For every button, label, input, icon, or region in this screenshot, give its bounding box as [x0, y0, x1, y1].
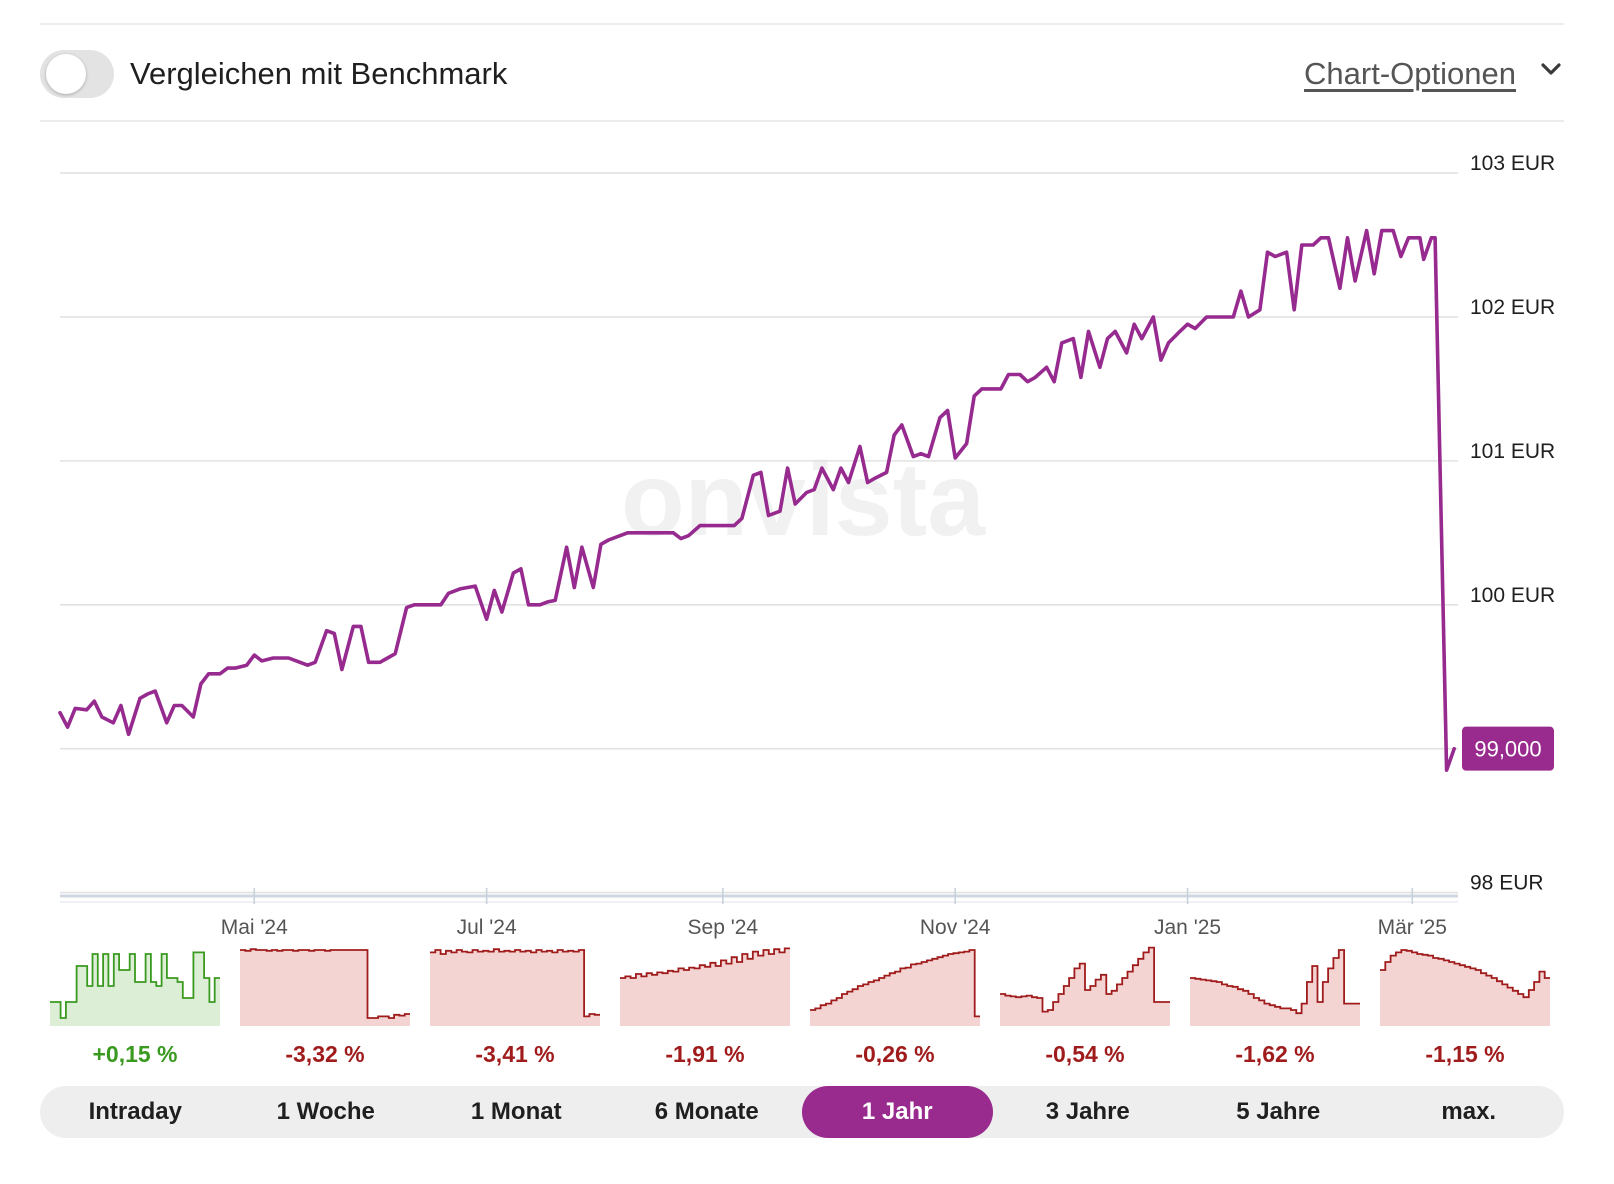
x-tick-label: Nov '24	[920, 916, 991, 939]
sparkline-4[interactable]: -1,91 %	[620, 947, 790, 1067]
benchmark-toggle[interactable]	[40, 50, 114, 98]
sparkline-1[interactable]: +0,15 %	[50, 951, 220, 1067]
period-change-label: +0,15 %	[92, 1041, 177, 1067]
period-change-label: -0,26 %	[855, 1041, 934, 1067]
sparkline-area	[810, 950, 980, 1026]
x-tick-label: Sep '24	[688, 916, 759, 939]
period-change-label: -3,41 %	[475, 1041, 554, 1067]
sparkline-area	[1380, 950, 1550, 1026]
chart-options-button[interactable]: Chart-Optionen	[1304, 54, 1564, 94]
sparkline-line	[620, 947, 790, 979]
chevron-down-icon	[1541, 63, 1561, 75]
sparkline-6[interactable]: -0,54 %	[1000, 946, 1170, 1067]
y-tick-label: 101 EUR	[1470, 440, 1555, 463]
sparkline-3[interactable]: -3,41 %	[430, 948, 600, 1067]
x-tick-label: Mär '25	[1378, 916, 1447, 939]
sparkline-area	[240, 949, 410, 1026]
period-button[interactable]: 1 Jahr	[802, 1086, 993, 1138]
top-divider	[40, 23, 1564, 25]
period-button[interactable]: 6 Monate	[654, 1098, 759, 1125]
period-button[interactable]: Intraday	[88, 1098, 182, 1125]
sparkline-line	[50, 951, 220, 1019]
sparkline-7[interactable]: -1,62 %	[1190, 949, 1360, 1067]
period-button[interactable]: 1 Monat	[470, 1098, 562, 1125]
sparkline-area	[430, 949, 600, 1026]
chart-options-label: Chart-Optionen	[1304, 56, 1516, 91]
sparkline-line	[1190, 949, 1360, 1015]
current-value-label: 99,000	[1474, 737, 1541, 762]
y-tick-label: 102 EUR	[1470, 296, 1555, 319]
period-change-label: -3,32 %	[285, 1041, 364, 1067]
x-tick-label: Mai '24	[221, 916, 288, 939]
sparkline-5[interactable]: -0,26 %	[810, 949, 980, 1067]
sparkline-line	[430, 948, 600, 1018]
sparkline-line	[240, 948, 410, 1019]
period-sparklines: +0,15 % -3,32 % -3,41 % -1,91 % -0,26 % -0,54…	[50, 946, 1550, 1067]
y-tick-label: 100 EUR	[1470, 584, 1555, 607]
current-value-badge: 99,000	[1462, 726, 1554, 771]
period-change-label: -0,54 %	[1045, 1041, 1124, 1067]
period-change-label: -1,91 %	[665, 1041, 744, 1067]
sparkline-area	[1190, 950, 1360, 1026]
chart-toolbar: Vergleichen mit Benchmark Chart-Optionen	[40, 40, 1564, 114]
period-selector: Intraday 1 Woche 1 Monat 6 Monate 1 Jahr 3 Ja…	[40, 1086, 1564, 1138]
y-tick-label: 103 EUR	[1470, 152, 1555, 175]
period-change-label: -1,15 %	[1425, 1041, 1504, 1067]
toolbar-divider	[40, 120, 1564, 122]
period-change-label: -1,62 %	[1235, 1041, 1314, 1067]
x-tick-label: Jul '24	[457, 916, 517, 939]
sparkline-line	[1380, 949, 1550, 999]
period-button[interactable]: 5 Jahre	[1236, 1098, 1321, 1125]
sparkline-area	[620, 948, 790, 1026]
x-tick-label: Jan '25	[1154, 916, 1221, 939]
sparkline-line	[810, 949, 980, 1018]
watermark-logo: onvista	[621, 442, 986, 558]
period-button[interactable]: 3 Jahre	[1045, 1098, 1130, 1125]
sparkline-line	[1000, 946, 1170, 1013]
benchmark-toggle-label: Vergleichen mit Benchmark	[130, 56, 508, 91]
price-series-line	[58, 228, 1456, 773]
sparkline-8[interactable]: -1,15 %	[1380, 949, 1550, 1067]
period-button[interactable]: max.	[1441, 1098, 1497, 1125]
y-tick-label: 98 EUR	[1470, 872, 1544, 895]
sparkline-2[interactable]: -3,32 %	[240, 948, 410, 1067]
toggle-knob	[46, 54, 86, 94]
period-button[interactable]: 1 Woche	[276, 1098, 375, 1125]
